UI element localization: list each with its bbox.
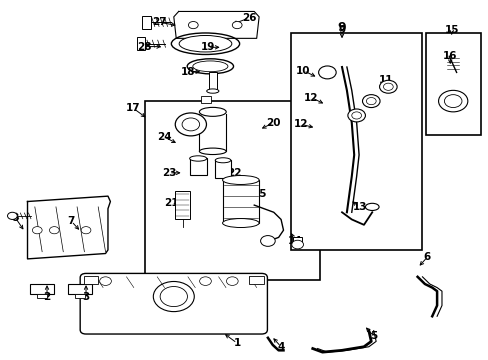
Circle shape: [362, 95, 379, 108]
Text: 10: 10: [296, 66, 310, 76]
Circle shape: [444, 95, 461, 108]
Text: 22: 22: [227, 168, 242, 178]
Ellipse shape: [187, 59, 233, 74]
Circle shape: [153, 282, 194, 312]
Bar: [142, 16, 151, 29]
Text: 13: 13: [352, 202, 366, 212]
Bar: [75, 294, 85, 298]
Ellipse shape: [222, 176, 259, 184]
Circle shape: [81, 226, 91, 234]
Ellipse shape: [206, 89, 219, 93]
Text: 28: 28: [137, 42, 151, 51]
Circle shape: [438, 90, 467, 112]
Ellipse shape: [192, 61, 227, 72]
Circle shape: [260, 235, 275, 246]
Text: 12: 12: [304, 93, 318, 103]
Bar: [30, 284, 54, 294]
Ellipse shape: [215, 158, 230, 163]
Circle shape: [49, 226, 59, 234]
Text: 24: 24: [157, 132, 171, 142]
Text: 19: 19: [201, 42, 215, 52]
Bar: [83, 276, 98, 284]
Bar: [215, 160, 230, 178]
Text: 27: 27: [152, 17, 166, 27]
Text: 23: 23: [162, 168, 176, 178]
FancyBboxPatch shape: [80, 273, 267, 334]
Text: 15: 15: [444, 26, 458, 35]
Circle shape: [318, 66, 335, 79]
Circle shape: [199, 277, 211, 285]
Text: 16: 16: [442, 51, 457, 61]
Ellipse shape: [179, 36, 231, 52]
Circle shape: [232, 22, 242, 29]
Circle shape: [347, 109, 365, 122]
Circle shape: [175, 113, 206, 136]
Polygon shape: [27, 196, 110, 259]
Bar: [189, 158, 206, 175]
Ellipse shape: [171, 33, 239, 54]
Bar: [144, 101, 320, 280]
Ellipse shape: [365, 203, 378, 211]
Bar: [290, 33, 422, 250]
Text: 17: 17: [126, 103, 141, 113]
Text: 11: 11: [378, 75, 392, 85]
Ellipse shape: [199, 107, 226, 116]
Text: 4: 4: [277, 342, 284, 352]
Polygon shape: [173, 12, 259, 39]
Circle shape: [7, 212, 17, 220]
Circle shape: [383, 83, 392, 90]
Circle shape: [366, 98, 375, 105]
Text: 14: 14: [287, 236, 302, 246]
Bar: [293, 237, 302, 246]
Bar: [137, 37, 145, 50]
Text: 6: 6: [423, 252, 430, 262]
Circle shape: [188, 22, 198, 29]
Text: 8: 8: [12, 213, 19, 222]
Text: 5: 5: [369, 331, 377, 341]
Text: 12: 12: [294, 120, 308, 129]
Text: 21: 21: [164, 198, 178, 208]
Bar: [249, 276, 264, 284]
Bar: [208, 72, 216, 92]
Text: 20: 20: [266, 118, 281, 128]
Bar: [222, 180, 259, 223]
Text: 3: 3: [82, 292, 89, 302]
Ellipse shape: [199, 148, 226, 154]
Text: 1: 1: [233, 338, 240, 348]
Circle shape: [379, 80, 396, 93]
Circle shape: [182, 118, 199, 131]
Ellipse shape: [189, 156, 206, 161]
Circle shape: [291, 240, 303, 249]
Text: 2: 2: [43, 292, 51, 302]
Circle shape: [160, 287, 187, 307]
Ellipse shape: [222, 219, 259, 228]
Circle shape: [226, 277, 238, 285]
Bar: [200, 96, 211, 103]
Text: 7: 7: [67, 216, 75, 226]
Text: 18: 18: [181, 67, 195, 77]
Circle shape: [351, 112, 361, 119]
Circle shape: [100, 277, 111, 285]
Text: 9: 9: [338, 26, 345, 35]
Text: 9: 9: [337, 21, 346, 34]
Bar: [68, 284, 92, 294]
Bar: [425, 33, 480, 135]
Text: 25: 25: [251, 189, 266, 199]
Bar: [37, 294, 47, 298]
Circle shape: [32, 226, 42, 234]
Bar: [175, 191, 189, 220]
Text: 26: 26: [242, 13, 256, 23]
